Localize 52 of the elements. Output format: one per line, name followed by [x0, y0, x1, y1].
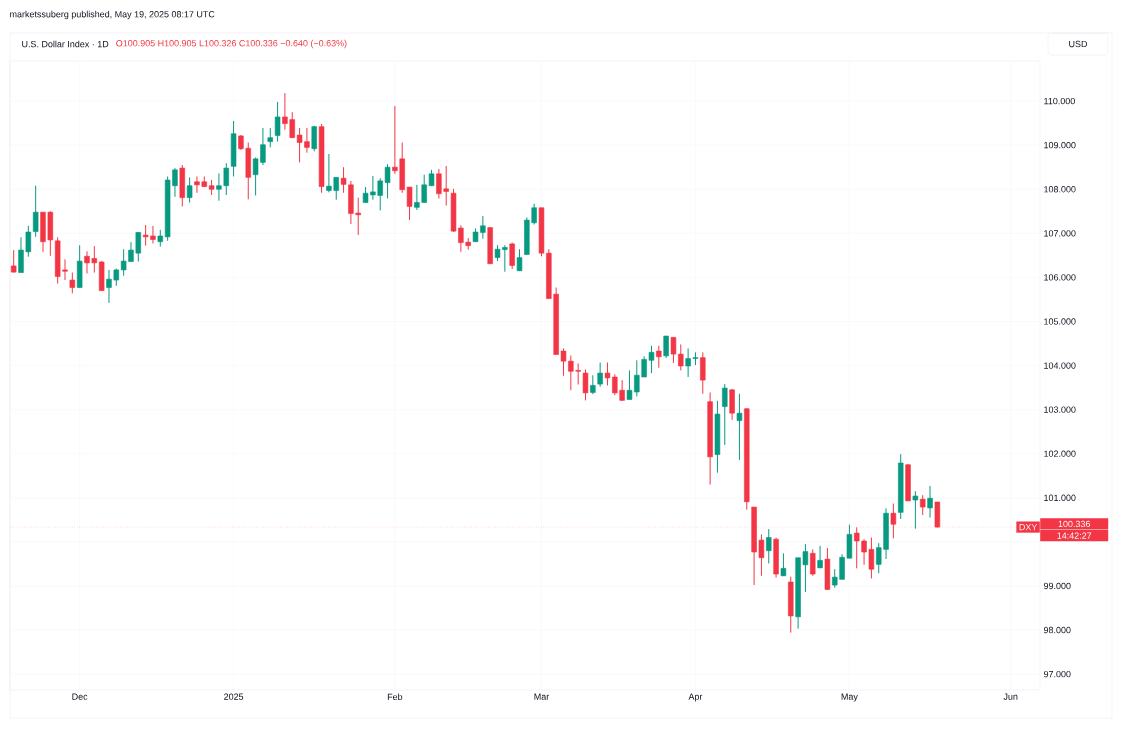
- candlestick: [69, 272, 76, 294]
- y-tick-label: 108.000: [1044, 186, 1076, 193]
- y-tick-label: 109.000: [1044, 141, 1076, 149]
- text: USD: [1069, 40, 1088, 48]
- candlestick: [919, 494, 926, 516]
- candlestick: [656, 345, 662, 369]
- x-tick-label: Jun: [1003, 693, 1018, 700]
- y-tick-label: 103.000: [1044, 406, 1076, 413]
- candlestick: [10, 249, 17, 274]
- candlestick: [516, 248, 523, 272]
- candlestick: [736, 393, 743, 461]
- candlestick: [817, 545, 823, 569]
- x-tick-label: 2025: [224, 693, 244, 700]
- candlestick: [729, 388, 735, 421]
- y-tick-label: 101.000: [1044, 494, 1076, 501]
- candlestick: [590, 374, 596, 395]
- candlestick: [32, 185, 39, 238]
- text: 14:42:27: [1057, 532, 1092, 539]
- candlestick: [912, 490, 919, 530]
- y-tick-label: 105.000: [1044, 318, 1076, 325]
- candlestick: [311, 125, 317, 152]
- text: 100.336: [1058, 520, 1091, 528]
- y-tick-label: 99.000: [1043, 582, 1071, 590]
- y-tick-label: 106.000: [1044, 274, 1076, 281]
- candlestick: [927, 485, 933, 519]
- candlestick: [509, 242, 515, 270]
- chart-subtitle: O100.905 H100.905 L100.326 C100.336 −0.640 (−0.63%): [116, 39, 347, 49]
- candlestick: [582, 369, 589, 401]
- y-tick-label: 107.000: [1044, 230, 1076, 237]
- candlestick: [274, 101, 281, 143]
- candlestick: [186, 176, 193, 203]
- y-tick-label: 98.000: [1043, 626, 1071, 634]
- candlestick: [766, 528, 772, 564]
- candlestick: [700, 351, 706, 395]
- x-tick-label: May: [841, 693, 858, 702]
- y-tick-label: 102.000: [1044, 450, 1076, 457]
- x-tick-label: Mar: [534, 693, 550, 700]
- candlestick: [597, 361, 603, 388]
- candlestick: [267, 127, 273, 148]
- candlestick: [810, 548, 816, 577]
- chart-title: U.S. Dollar Index · 1D: [22, 40, 109, 48]
- y-tick-label: 104.000: [1044, 362, 1076, 369]
- candlestick: [663, 335, 669, 359]
- x-tick-label: Apr: [688, 693, 703, 702]
- ref-line-label: DXY: [1019, 523, 1038, 531]
- text: marketssuberg published, May 19, 2025 08:17 UTC: [10, 10, 215, 20]
- y-tick-label: 97.000: [1043, 670, 1071, 678]
- x-tick-label: Dec: [72, 693, 88, 700]
- candlestick: [722, 383, 728, 446]
- y-tick-label: 110.000: [1044, 97, 1075, 105]
- candlestick: [780, 552, 787, 577]
- x-tick-label: Feb: [387, 693, 403, 701]
